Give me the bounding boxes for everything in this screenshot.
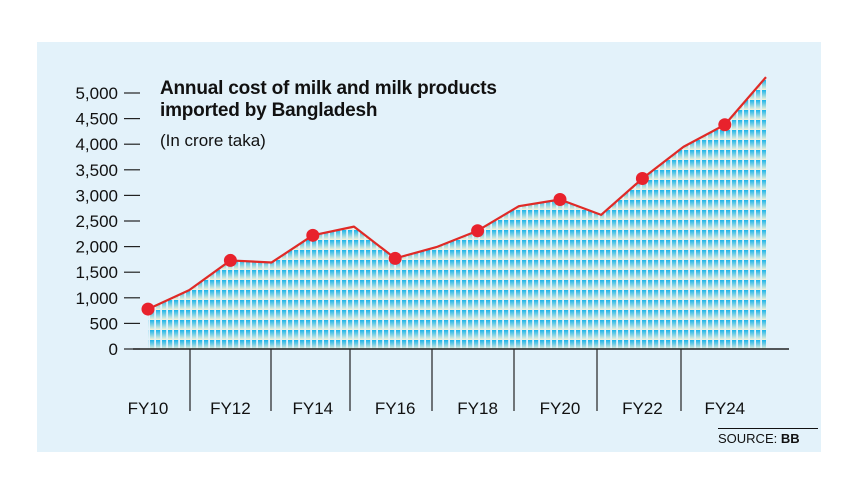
data-point-marker [223,253,237,267]
source-label: SOURCE: [718,431,778,446]
y-tick-label: 2,500 [75,212,118,231]
data-point-marker [306,228,320,242]
y-tick-label: 5,000 [75,84,118,103]
y-tick-label: 4,000 [75,135,118,154]
area-fill [148,77,766,350]
y-tick-label: 1,500 [75,263,118,282]
y-tick-label: 500 [90,314,118,333]
x-tick-label: FY20 [540,399,581,418]
data-point-marker [718,118,732,132]
y-tick-label: 0 [109,340,118,359]
x-tick-label: FY16 [375,399,416,418]
chart-title: Annual cost of milk and milk products im… [160,78,497,122]
source-value: BB [780,431,800,446]
data-point-marker [388,251,402,265]
y-tick-label: 1,000 [75,289,118,308]
data-point-marker [471,224,485,238]
x-tick-label: FY24 [704,399,745,418]
x-tick-label: FY18 [457,399,498,418]
data-point-marker [635,172,649,186]
x-tick-label: FY22 [622,399,663,418]
series-line [147,76,767,311]
chart-title-line-1: Annual cost of milk and milk products [160,78,497,99]
y-tick-label: 3,500 [75,161,118,180]
chart-subtitle: (In crore taka) [160,131,266,150]
x-tick-label: FY12 [210,399,251,418]
y-tick-label: 3,000 [75,186,118,205]
x-tick-label: FY10 [128,399,169,418]
data-point-marker [141,302,155,316]
source-note: SOURCE: BB [718,428,818,446]
data-point-marker [553,192,567,206]
chart-title-line-2: imported by Bangladesh [160,100,378,121]
x-tick-label: FY14 [292,399,333,418]
y-tick-label: 4,500 [75,110,118,129]
y-tick-label: 2,000 [75,238,118,257]
